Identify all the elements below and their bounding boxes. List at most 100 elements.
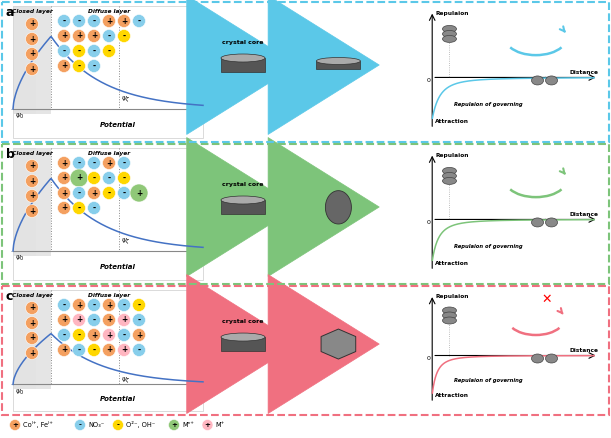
Circle shape <box>169 420 180 431</box>
Circle shape <box>73 328 86 342</box>
Text: -: - <box>117 422 119 428</box>
Text: -: - <box>122 173 126 183</box>
Text: Repulaion of governing: Repulaion of governing <box>454 102 522 107</box>
Circle shape <box>26 174 38 187</box>
Circle shape <box>26 301 38 314</box>
Text: Coᴵ⁺, Feᴵ⁺: Coᴵ⁺, Feᴵ⁺ <box>23 421 53 428</box>
Circle shape <box>103 172 115 184</box>
Ellipse shape <box>546 354 557 363</box>
Circle shape <box>87 201 100 215</box>
Polygon shape <box>13 290 51 389</box>
Text: +: + <box>29 333 35 343</box>
Text: Diffuse layer: Diffuse layer <box>88 9 130 14</box>
Text: -: - <box>92 17 95 25</box>
Circle shape <box>57 314 70 326</box>
Text: NO₃⁻: NO₃⁻ <box>88 422 104 428</box>
Circle shape <box>87 187 100 199</box>
Text: +: + <box>106 17 112 25</box>
Circle shape <box>26 47 38 60</box>
Text: -: - <box>108 173 111 183</box>
Text: +: + <box>61 315 67 325</box>
Circle shape <box>26 317 38 329</box>
Polygon shape <box>36 6 51 114</box>
Text: $\psi_\zeta$: $\psi_\zeta$ <box>122 236 131 247</box>
Circle shape <box>103 299 115 311</box>
Text: +: + <box>106 315 112 325</box>
Text: +: + <box>29 177 35 186</box>
Circle shape <box>130 184 148 202</box>
Text: Mⁿ⁺: Mⁿ⁺ <box>182 422 194 428</box>
Polygon shape <box>36 148 51 256</box>
Text: +: + <box>136 331 142 339</box>
Text: +: + <box>61 188 67 198</box>
Text: -: - <box>122 300 126 310</box>
Text: Closed layer: Closed layer <box>12 151 53 156</box>
Circle shape <box>103 328 115 342</box>
Ellipse shape <box>546 218 557 227</box>
Circle shape <box>26 205 38 218</box>
Text: +: + <box>12 422 18 428</box>
Text: +: + <box>76 32 82 40</box>
Text: $\psi_\zeta$: $\psi_\zeta$ <box>122 94 131 105</box>
Polygon shape <box>221 200 265 214</box>
Ellipse shape <box>442 317 456 324</box>
Text: 0: 0 <box>426 78 430 84</box>
Text: O²⁻, OH⁻: O²⁻, OH⁻ <box>126 421 155 428</box>
Text: $\psi_0$: $\psi_0$ <box>15 387 24 396</box>
Circle shape <box>73 14 86 28</box>
Circle shape <box>75 420 86 431</box>
Circle shape <box>26 346 38 360</box>
Circle shape <box>57 14 70 28</box>
Text: -: - <box>78 46 81 56</box>
Text: -: - <box>92 300 95 310</box>
Text: -: - <box>108 188 111 198</box>
Circle shape <box>26 32 38 46</box>
Ellipse shape <box>442 312 456 319</box>
Circle shape <box>73 314 86 326</box>
Circle shape <box>87 14 100 28</box>
Circle shape <box>57 45 70 57</box>
Circle shape <box>117 343 131 357</box>
Circle shape <box>26 63 38 75</box>
Circle shape <box>112 420 123 431</box>
Circle shape <box>103 156 115 170</box>
Text: Potential: Potential <box>100 264 136 270</box>
Circle shape <box>117 156 131 170</box>
Text: +: + <box>29 191 35 201</box>
Text: +: + <box>121 315 127 325</box>
Text: Potential: Potential <box>100 122 136 128</box>
Circle shape <box>57 156 70 170</box>
Text: +: + <box>61 204 67 212</box>
Circle shape <box>117 29 131 42</box>
Text: +: + <box>76 173 82 183</box>
Circle shape <box>87 328 100 342</box>
Ellipse shape <box>221 347 265 355</box>
Ellipse shape <box>316 57 360 64</box>
Ellipse shape <box>532 76 544 85</box>
Circle shape <box>73 343 86 357</box>
Circle shape <box>87 29 100 42</box>
Circle shape <box>26 190 38 202</box>
Circle shape <box>87 45 100 57</box>
Text: +: + <box>171 422 177 428</box>
Text: -: - <box>137 300 141 310</box>
Text: -: - <box>92 346 95 354</box>
Circle shape <box>57 187 70 199</box>
Text: $\psi_0$: $\psi_0$ <box>15 254 24 263</box>
Text: +: + <box>61 159 67 167</box>
Text: +: + <box>29 162 35 170</box>
Text: crystal core: crystal core <box>222 182 264 187</box>
Circle shape <box>73 45 86 57</box>
Circle shape <box>73 187 86 199</box>
Text: Potential: Potential <box>100 396 136 402</box>
Text: +: + <box>121 17 127 25</box>
Text: Repulaion: Repulaion <box>435 11 469 16</box>
Text: -: - <box>79 422 81 428</box>
Ellipse shape <box>442 177 456 184</box>
Text: +: + <box>136 188 142 198</box>
Text: -: - <box>78 204 81 212</box>
Text: +: + <box>106 159 112 167</box>
Text: -: - <box>62 46 65 56</box>
Text: Repulaion of governing: Repulaion of governing <box>454 378 522 383</box>
Text: -: - <box>122 188 126 198</box>
